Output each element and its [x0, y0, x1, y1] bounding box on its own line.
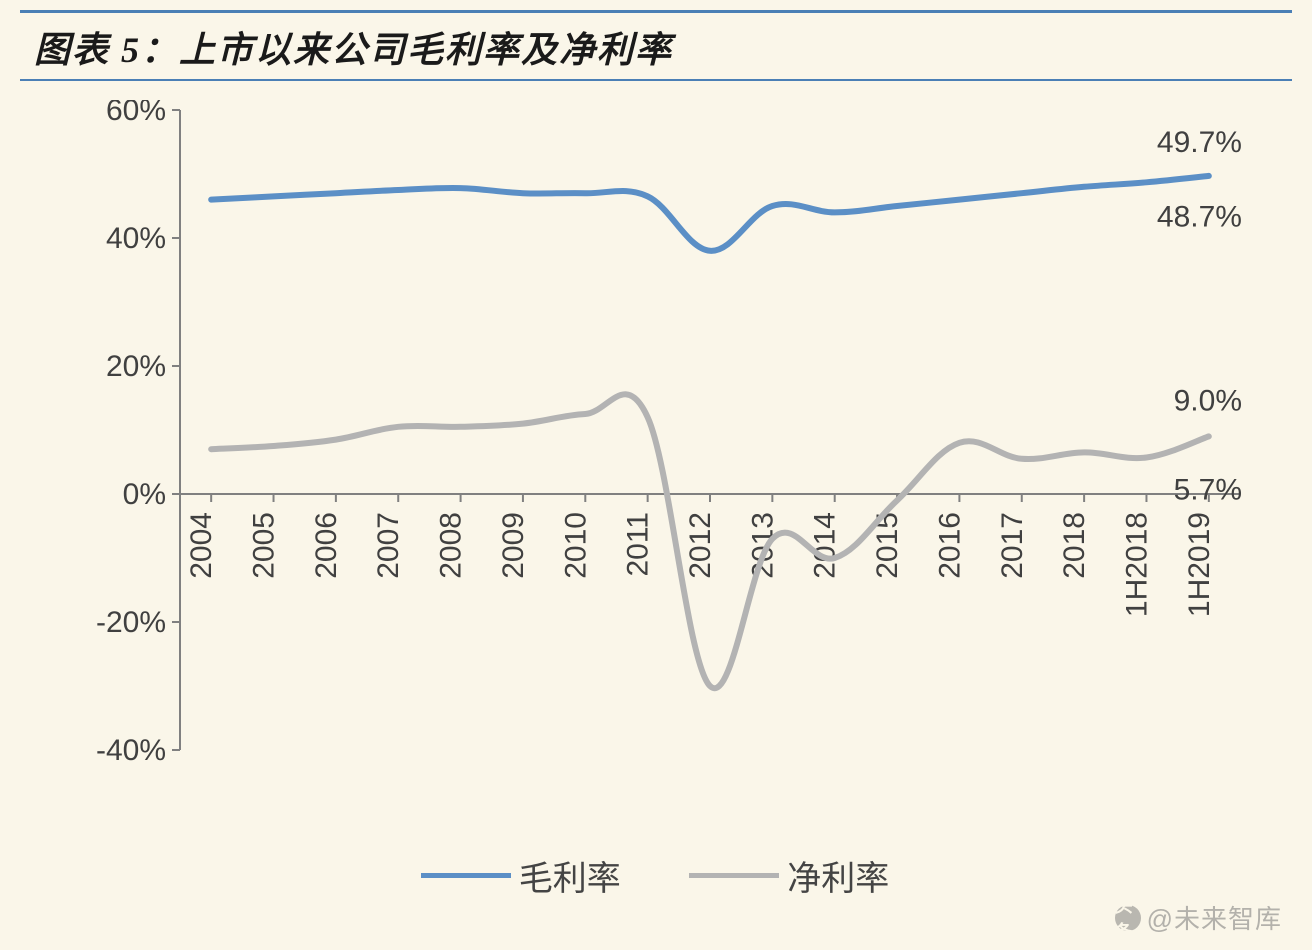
svg-text:60%: 60%: [106, 100, 166, 127]
svg-text:1H2019: 1H2019: [1183, 512, 1216, 617]
watermark: 头条 @未来智库: [1115, 899, 1282, 936]
legend-label-gross: 毛利率: [519, 851, 621, 900]
svg-text:49.7%: 49.7%: [1157, 126, 1242, 159]
svg-text:5.7%: 5.7%: [1174, 474, 1242, 507]
svg-text:2017: 2017: [996, 512, 1029, 579]
svg-text:-40%: -40%: [96, 734, 166, 767]
chart-svg: -40% -20% 0% 20% 40% 60% 2004 2005 2006 2007 2008 2…: [50, 100, 1260, 840]
svg-text:2013: 2013: [746, 512, 779, 579]
svg-text:2004: 2004: [185, 512, 218, 579]
svg-text:0%: 0%: [123, 478, 166, 511]
legend-swatch-gross: [421, 873, 511, 878]
svg-text:2016: 2016: [933, 512, 966, 579]
legend-item-net: 净利率: [689, 851, 889, 900]
svg-text:2012: 2012: [684, 512, 717, 579]
svg-text:2011: 2011: [622, 512, 655, 577]
legend-item-gross: 毛利率: [421, 851, 621, 900]
chart-area: -40% -20% 0% 20% 40% 60% 2004 2005 2006 2007 2008 2…: [50, 100, 1260, 900]
svg-text:2006: 2006: [310, 512, 343, 579]
chart-title: 图表 5：上市以来公司毛利率及净利率: [20, 10, 1292, 81]
svg-text:-20%: -20%: [96, 606, 166, 639]
svg-text:2010: 2010: [559, 512, 592, 579]
svg-text:1H2018: 1H2018: [1120, 512, 1153, 617]
legend-swatch-net: [689, 873, 779, 878]
svg-text:9.0%: 9.0%: [1174, 384, 1242, 417]
svg-text:2008: 2008: [435, 512, 468, 579]
svg-text:20%: 20%: [106, 350, 166, 383]
svg-text:48.7%: 48.7%: [1157, 200, 1242, 233]
legend-label-net: 净利率: [787, 851, 889, 900]
legend: 毛利率 净利率: [50, 849, 1260, 900]
svg-text:2005: 2005: [248, 512, 281, 579]
svg-text:2009: 2009: [497, 512, 530, 579]
chart-figure: 图表 5：上市以来公司毛利率及净利率 -40% -20% 0% 20% 40% 60% 20…: [0, 10, 1312, 950]
watermark-icon: 头条: [1115, 905, 1141, 931]
svg-text:2018: 2018: [1058, 512, 1091, 579]
svg-text:2007: 2007: [372, 512, 405, 579]
svg-text:2014: 2014: [809, 512, 842, 579]
watermark-text: @未来智库: [1147, 899, 1282, 936]
svg-text:40%: 40%: [106, 222, 166, 255]
